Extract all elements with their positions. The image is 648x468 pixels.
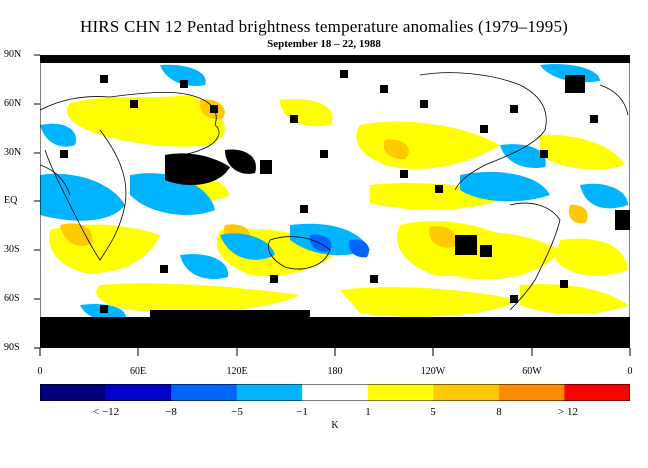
- color-bar: [40, 384, 630, 401]
- colorbar-swatch: [171, 384, 238, 401]
- coastlines: [40, 72, 629, 311]
- y-tick-90s: 90S: [4, 342, 20, 353]
- map-subtitle: September 18 – 22, 1988: [267, 38, 381, 50]
- x-tick-180: 180: [327, 366, 343, 377]
- colorbar-label-8n: −8: [165, 406, 177, 418]
- x-tick-60e: 60E: [129, 366, 147, 377]
- x-tick-0-end: 0: [627, 366, 633, 377]
- y-tick-eq: EQ: [4, 195, 18, 206]
- colorbar-unit: K: [331, 420, 339, 431]
- y-tick-60s: 60S: [4, 293, 20, 304]
- strong-cold-patches: [309, 234, 370, 258]
- y-tick-90n: 90N: [4, 49, 22, 60]
- x-tick-0: 0: [37, 366, 43, 377]
- colorbar-swatch: [564, 384, 630, 401]
- y-tick-60n: 60N: [4, 98, 22, 109]
- colorbar-swatch: [302, 384, 369, 401]
- colorbar-label-lt-12: < −12: [92, 406, 120, 418]
- color-bar-swatches: [40, 384, 630, 401]
- colorbar-label-1: 1: [365, 406, 371, 418]
- x-tick-120e: 120E: [226, 366, 248, 377]
- colorbar-swatch: [236, 384, 303, 401]
- colorbar-swatch: [433, 384, 500, 401]
- map-title: HIRS CHN 12 Pentad brightness temperatur…: [79, 17, 569, 36]
- x-tick-60w: 60W: [522, 366, 542, 377]
- colorbar-swatch: [105, 384, 172, 401]
- y-tick-30n: 30N: [4, 147, 22, 158]
- cold-anomaly-patches: [40, 63, 628, 323]
- colorbar-label-5n: −5: [231, 406, 243, 418]
- x-tick-120w: 120W: [420, 366, 446, 377]
- colorbar-label-8: 8: [496, 406, 502, 418]
- anomaly-map: [40, 55, 630, 348]
- y-tick-30s: 30S: [4, 244, 20, 255]
- missing-data: [40, 55, 630, 348]
- colorbar-label-5: 5: [430, 406, 436, 418]
- colorbar-swatch: [498, 384, 565, 401]
- colorbar-swatch: [367, 384, 434, 401]
- colorbar-label-gt-12: > 12: [558, 406, 578, 418]
- colorbar-label-1n: −1: [296, 406, 308, 418]
- colorbar-swatch: [40, 384, 107, 401]
